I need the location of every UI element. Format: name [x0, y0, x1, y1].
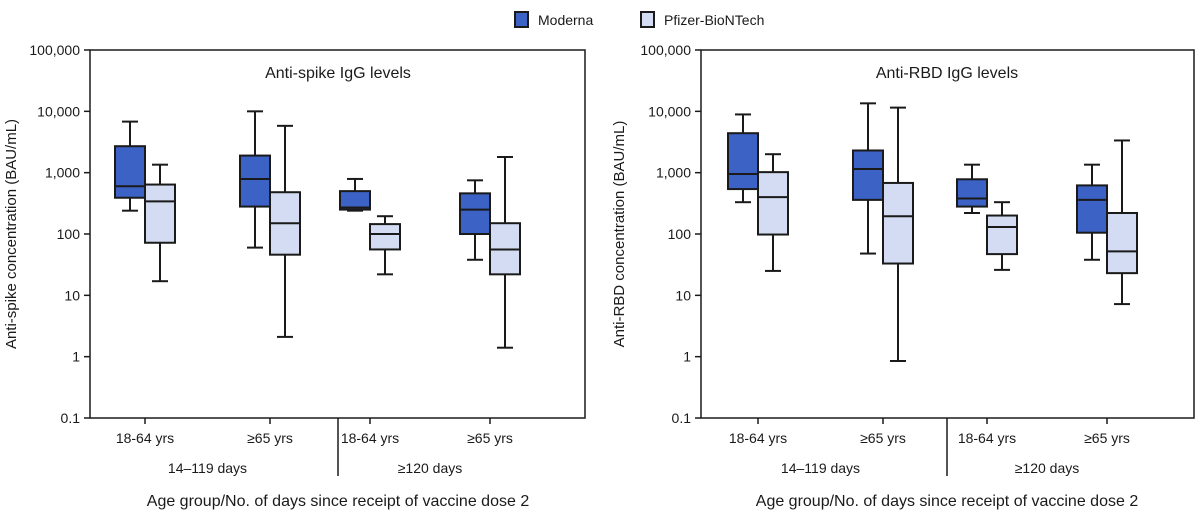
x-category-label: ≥65 yrs [1084, 430, 1130, 446]
legend-item-pfizer: Pfizer-BioNTech [640, 11, 764, 28]
box-pfizer [269, 124, 301, 338]
x-category-labels: 18-64 yrs ≥65 yrs 18-64 yrs ≥65 yrs [729, 418, 1130, 446]
iqr-box [727, 132, 759, 191]
x-category-labels: 18-64 yrs ≥65 yrs 18-64 yrs ≥65 yrs [116, 418, 513, 446]
x-category-label: ≥65 yrs [247, 430, 293, 446]
chart-panel-anti-spike: Anti-spike IgG levels Anti-spike concent… [3, 42, 586, 510]
box-moderna [727, 113, 759, 204]
iqr-box [1106, 211, 1138, 275]
box-moderna [339, 177, 371, 212]
iqr-box [144, 183, 176, 244]
box-moderna [1076, 163, 1108, 261]
x-axis-label: Age group/No. of days since receipt of v… [147, 493, 530, 510]
legend-label-pfizer: Pfizer-BioNTech [664, 12, 764, 28]
x-category-label: 18-64 yrs [341, 430, 399, 446]
x-group-label: 14–119 days [781, 460, 860, 476]
legend: Moderna Pfizer-BioNTech [514, 11, 764, 28]
x-group-label: ≥120 days [1015, 460, 1080, 476]
iqr-box [459, 192, 491, 235]
box-moderna [114, 120, 146, 212]
y-ticks: 0.1 1 10 100 1,000 10,000 100,000 [29, 42, 90, 426]
iqr-box [956, 178, 988, 208]
iqr-box [339, 190, 371, 211]
y-tick-label: 100,000 [640, 42, 691, 58]
chart-title: Anti-spike IgG levels [265, 65, 411, 82]
iqr-box [239, 154, 271, 208]
box-moderna [459, 179, 491, 261]
y-tick-label: 1,000 [656, 165, 691, 181]
y-tick-label: 10 [64, 287, 80, 303]
y-tick-label: 100 [57, 226, 81, 242]
box-pfizer [986, 201, 1018, 271]
y-ticks: 0.1 1 10 100 1,000 10,000 100,000 [640, 42, 701, 426]
y-tick-label: 0.1 [61, 410, 81, 426]
iqr-box [757, 171, 789, 236]
box-moderna [956, 163, 988, 214]
x-category-label: ≥65 yrs [860, 430, 906, 446]
x-category-label: 18-64 yrs [116, 430, 174, 446]
x-group-label: 14–119 days [168, 460, 247, 476]
x-group-label: ≥120 days [398, 460, 463, 476]
y-tick-label: 1 [683, 349, 691, 365]
x-group-labels: 14–119 days ≥120 days [781, 418, 1079, 476]
y-axis-label: Anti-spike concentration (BAU/mL) [3, 119, 20, 349]
boxes [727, 102, 1138, 362]
y-tick-label: 100 [668, 226, 692, 242]
legend-label-moderna: Moderna [538, 12, 593, 28]
y-tick-label: 1 [72, 349, 80, 365]
y-tick-label: 10,000 [37, 103, 80, 119]
iqr-box [986, 214, 1018, 256]
y-tick-label: 1,000 [45, 165, 80, 181]
iqr-box [882, 181, 914, 265]
x-axis-label: Age group/No. of days since receipt of v… [756, 493, 1139, 510]
y-axis-label: Anti-RBD concentration (BAU/mL) [611, 121, 628, 348]
legend-swatch-pfizer [640, 11, 655, 28]
iqr-box [369, 223, 401, 251]
legend-item-moderna: Moderna [514, 11, 593, 28]
boxes [114, 110, 521, 349]
box-pfizer [757, 153, 789, 272]
box-pfizer [144, 163, 176, 283]
box-pfizer [489, 156, 521, 349]
y-tick-label: 10 [675, 287, 691, 303]
box-moderna [239, 110, 271, 249]
iqr-box [852, 149, 884, 201]
box-moderna [852, 102, 884, 255]
box-pfizer [882, 106, 914, 362]
chart-panel-anti-rbd: Anti-RBD IgG levels Anti-RBD concentrati… [611, 42, 1195, 510]
x-group-labels: 14–119 days ≥120 days [168, 418, 462, 476]
legend-swatch-moderna [514, 11, 529, 28]
x-category-label: ≥65 yrs [467, 430, 513, 446]
y-tick-label: 0.1 [672, 410, 692, 426]
chart-title: Anti-RBD IgG levels [876, 65, 1018, 82]
iqr-box [1076, 184, 1108, 234]
x-category-label: 18-64 yrs [958, 430, 1016, 446]
box-pfizer [1106, 139, 1138, 306]
y-tick-label: 10,000 [648, 103, 691, 119]
iqr-box [114, 145, 146, 199]
y-tick-label: 100,000 [29, 42, 80, 58]
box-pfizer [369, 215, 401, 276]
x-category-label: 18-64 yrs [729, 430, 787, 446]
